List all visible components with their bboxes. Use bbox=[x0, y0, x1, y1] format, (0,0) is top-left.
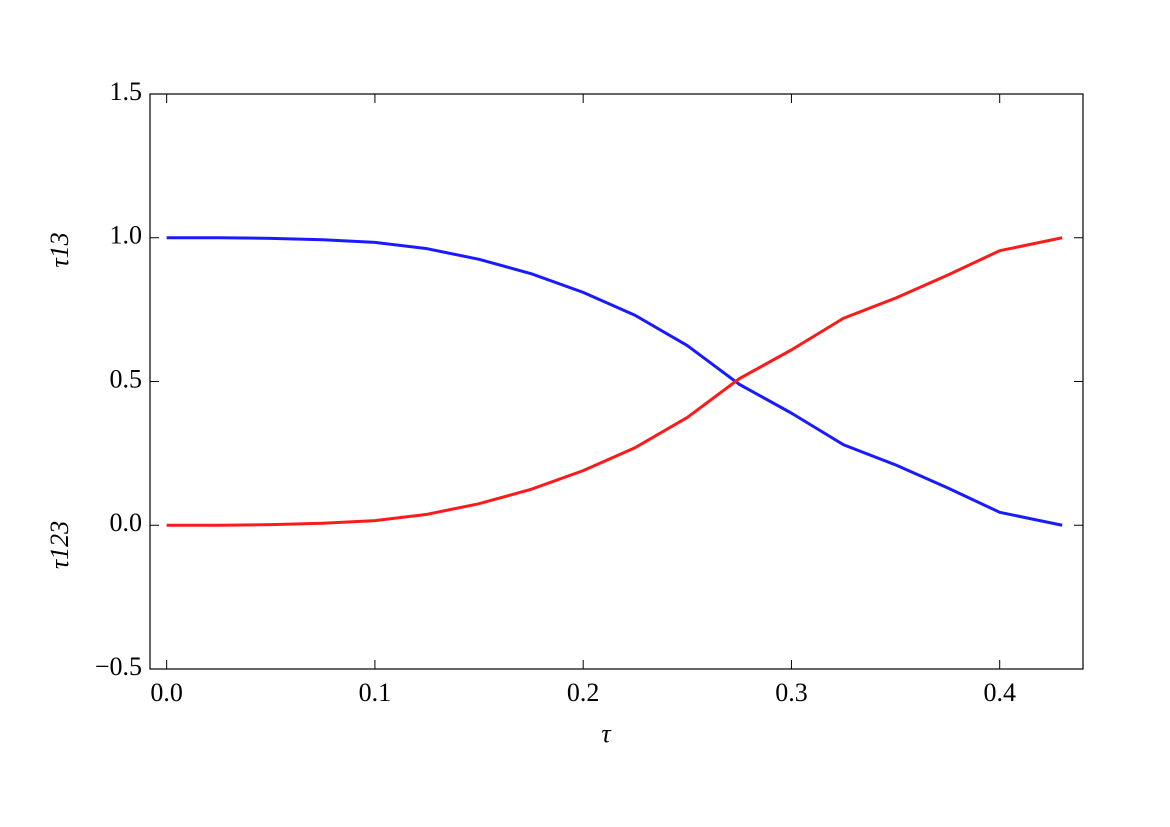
y-tick-label: 0.0 bbox=[110, 508, 143, 537]
y-tick-label: 0.5 bbox=[110, 364, 143, 393]
y-tick-label: 1.5 bbox=[110, 77, 143, 106]
x-tick-label: 0.3 bbox=[775, 678, 808, 707]
x-tick-label: 0.2 bbox=[567, 678, 600, 707]
x-tick-label: 0.0 bbox=[150, 678, 183, 707]
y-tick-label: −0.5 bbox=[95, 652, 142, 681]
plot-frame bbox=[149, 93, 1084, 670]
x-tick-label: 0.1 bbox=[359, 678, 392, 707]
line-series bbox=[166, 236, 1063, 527]
y-tick-label: 1.0 bbox=[110, 221, 143, 250]
line-series bbox=[166, 236, 1063, 527]
y-axis-label: τ13 bbox=[45, 232, 74, 267]
x-axis-label: τ bbox=[601, 719, 612, 748]
x-tick-label: 0.4 bbox=[983, 678, 1016, 707]
y-axis-label: τ123 bbox=[45, 521, 74, 569]
